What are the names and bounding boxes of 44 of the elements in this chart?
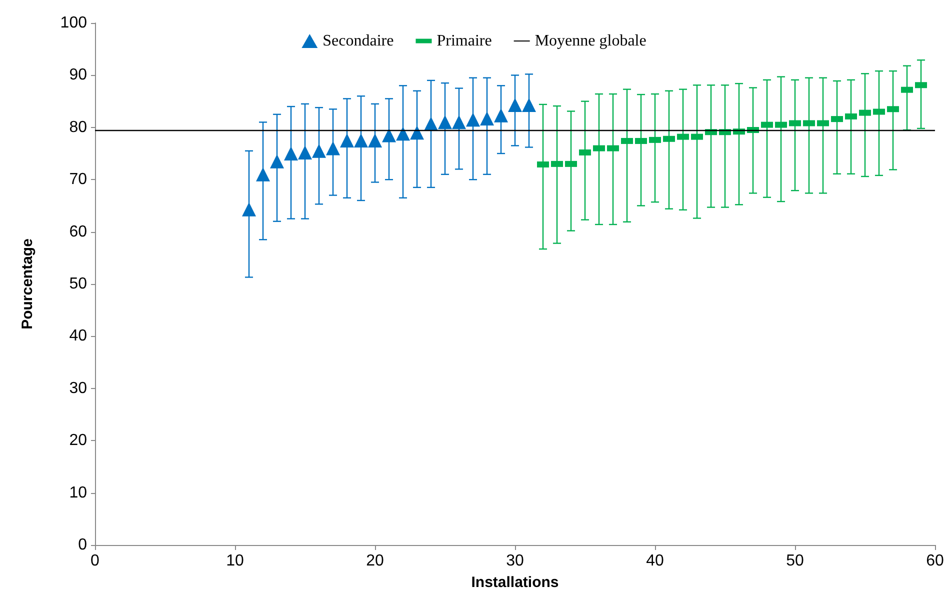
y-tick-label: 20 — [69, 432, 88, 450]
point — [270, 154, 284, 168]
point — [480, 112, 494, 126]
y-tick-label: 10 — [69, 484, 88, 502]
x-axis-title: Installations — [471, 574, 559, 591]
point — [452, 115, 466, 130]
legend-label: Secondaire — [322, 32, 394, 50]
point — [438, 115, 452, 130]
point — [494, 108, 508, 122]
x-tick-label: 50 — [786, 552, 804, 570]
point — [312, 144, 326, 158]
x-tick-label: 60 — [926, 552, 944, 570]
y-tick-label: 90 — [69, 66, 88, 84]
y-tick-label: 100 — [60, 14, 88, 32]
y-tick-label: 30 — [69, 380, 88, 397]
point — [298, 145, 312, 160]
x-tick-label: 40 — [646, 552, 664, 570]
point — [396, 126, 410, 141]
x-tick-label: 20 — [366, 552, 384, 570]
point — [466, 112, 480, 127]
x-tick-label: 30 — [506, 552, 524, 570]
y-tick-label: 50 — [69, 276, 88, 292]
point — [424, 116, 438, 131]
point — [284, 146, 298, 160]
x-tick-label: 0 — [90, 552, 100, 570]
point — [326, 141, 340, 156]
point — [522, 98, 536, 112]
point — [508, 98, 522, 112]
y-tick-label: 0 — [78, 536, 88, 554]
y-tick-label: 80 — [69, 118, 88, 136]
point — [410, 126, 424, 140]
point — [242, 202, 256, 216]
legend-label: Moyenne globale — [534, 32, 646, 50]
point — [340, 133, 354, 148]
point — [382, 128, 396, 142]
y-tick-label: 60 — [69, 223, 88, 240]
y-axis-title: Pourcentage — [19, 238, 36, 330]
y-tick-label: 70 — [69, 171, 88, 188]
point — [354, 133, 368, 148]
x-tick-label: 10 — [226, 552, 244, 570]
legend-label: Primaire — [436, 32, 492, 50]
point — [256, 167, 270, 182]
y-tick-label: 40 — [69, 328, 88, 345]
point — [368, 133, 382, 148]
